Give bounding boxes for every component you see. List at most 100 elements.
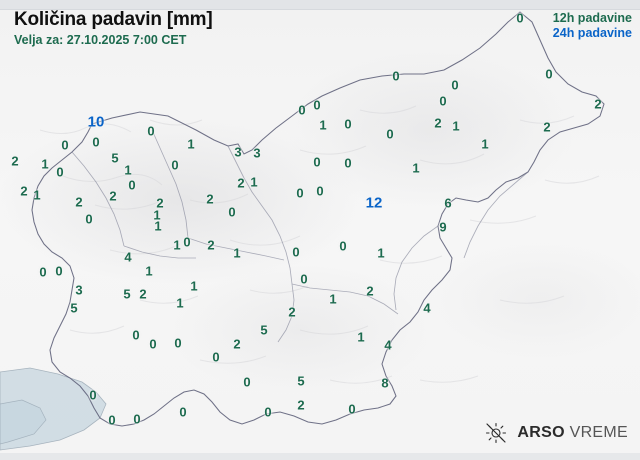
station-value-12h: 5 [123, 286, 131, 302]
station-value-12h: 2 [434, 115, 442, 131]
legend-item-12h[interactable]: 12h padavine [552, 11, 632, 25]
station-value-12h: 0 [348, 401, 356, 417]
station-value-12h: 2 [288, 304, 296, 320]
station-value-12h: 2 [233, 336, 241, 352]
station-value-12h: 0 [174, 335, 182, 351]
station-value-12h: 2 [207, 237, 215, 253]
sea-polygon-lower [0, 399, 47, 445]
sun-weather-icon [486, 422, 507, 444]
station-value-12h: 5 [70, 300, 78, 316]
station-value-12h: 2 [75, 194, 83, 210]
station-value-12h: 3 [75, 282, 83, 298]
station-value-12h: 4 [423, 300, 431, 316]
station-value-12h: 0 [439, 93, 447, 109]
map-top-frame [0, 0, 640, 10]
station-value-12h: 0 [108, 412, 116, 428]
national-border [31, 11, 605, 427]
station-value-12h: 0 [61, 137, 69, 153]
station-value-12h: 5 [260, 322, 268, 338]
station-value-12h: 1 [377, 245, 385, 261]
station-value-24h: 12 [365, 194, 383, 212]
legend: 12h padavine 24h padavine [553, 11, 632, 41]
station-value-12h: 1 [329, 291, 337, 307]
logo-text: ARSO VREME [517, 424, 628, 442]
station-value-12h: 1 [176, 295, 184, 311]
station-value-12h: 0 [451, 77, 459, 93]
station-value-12h: 1 [173, 237, 181, 253]
station-value-12h: 2 [543, 119, 551, 135]
station-value-12h: 0 [55, 263, 63, 279]
station-value-24h: 10 [87, 113, 105, 131]
station-value-12h: 0 [132, 327, 140, 343]
station-value-12h: 3 [253, 145, 261, 161]
station-value-12h: 0 [339, 238, 347, 254]
station-value-12h: 5 [297, 373, 305, 389]
station-value-12h: 3 [234, 144, 242, 160]
station-value-12h: 0 [39, 264, 47, 280]
station-value-12h: 2 [139, 286, 147, 302]
station-value-12h: 0 [344, 116, 352, 132]
station-value-12h: 0 [179, 404, 187, 420]
station-value-12h: 1 [190, 278, 198, 294]
station-value-12h: 2 [206, 191, 214, 207]
station-value-12h: 0 [133, 411, 141, 427]
station-value-12h: 0 [92, 134, 100, 150]
station-value-12h: 2 [237, 175, 245, 191]
station-value-12h: 1 [412, 160, 420, 176]
station-value-12h: 0 [171, 157, 179, 173]
station-value-12h: 1 [357, 329, 365, 345]
station-value-12h: 2 [11, 153, 19, 169]
station-value-12h: 0 [183, 234, 191, 250]
station-value-12h: 0 [296, 185, 304, 201]
arso-vreme-logo[interactable]: ARSO VREME [485, 422, 628, 444]
station-value-12h: 0 [298, 102, 306, 118]
station-value-12h: 2 [366, 283, 374, 299]
station-value-12h: 1 [233, 245, 241, 261]
station-value-12h: 0 [149, 336, 157, 352]
legend-item-24h[interactable]: 24h padavine [552, 26, 632, 40]
station-value-12h: 0 [545, 66, 553, 82]
station-value-12h: 8 [381, 375, 389, 391]
station-value-12h: 1 [124, 162, 132, 178]
logo-brand-bold: ARSO [517, 424, 565, 441]
valid-time-label: Velja za: 27.10.2025 7:00 CET [14, 33, 187, 47]
station-value-12h: 0 [128, 177, 136, 193]
internal-boundaries [71, 129, 529, 343]
station-value-12h: 0 [89, 387, 97, 403]
station-value-12h: 5 [111, 150, 119, 166]
station-value-12h: 1 [452, 118, 460, 134]
station-value-12h: 0 [313, 97, 321, 113]
station-value-12h: 0 [386, 126, 394, 142]
station-value-12h: 1 [153, 207, 161, 223]
station-value-12h: 2 [594, 96, 602, 112]
station-value-12h: 0 [316, 183, 324, 199]
station-value-12h: 0 [264, 404, 272, 420]
station-value-12h: 1 [319, 117, 327, 133]
station-value-12h: 2 [156, 195, 164, 211]
station-value-12h: 0 [392, 68, 400, 84]
station-value-12h: 0 [344, 155, 352, 171]
station-value-12h: 1 [187, 136, 195, 152]
page-title: Količina padavin [mm] [14, 9, 213, 30]
station-value-12h: 9 [439, 219, 447, 235]
station-value-12h: 0 [56, 164, 64, 180]
station-value-12h: 1 [250, 174, 258, 190]
station-value-12h: 2 [109, 188, 117, 204]
station-value-12h: 1 [145, 263, 153, 279]
station-value-12h: 4 [384, 337, 392, 353]
station-value-12h: 0 [292, 244, 300, 260]
station-value-12h: 1 [41, 156, 49, 172]
station-value-12h: 1 [481, 136, 489, 152]
station-value-12h: 1 [33, 187, 41, 203]
logo-brand-light: VREME [569, 424, 628, 441]
station-value-12h: 0 [147, 123, 155, 139]
station-value-12h: 1 [154, 218, 162, 234]
relief-hatching [39, 105, 600, 384]
station-value-12h: 0 [313, 154, 321, 170]
station-value-12h: 2 [20, 183, 28, 199]
station-value-12h: 0 [85, 211, 93, 227]
station-value-12h: 2 [297, 397, 305, 413]
